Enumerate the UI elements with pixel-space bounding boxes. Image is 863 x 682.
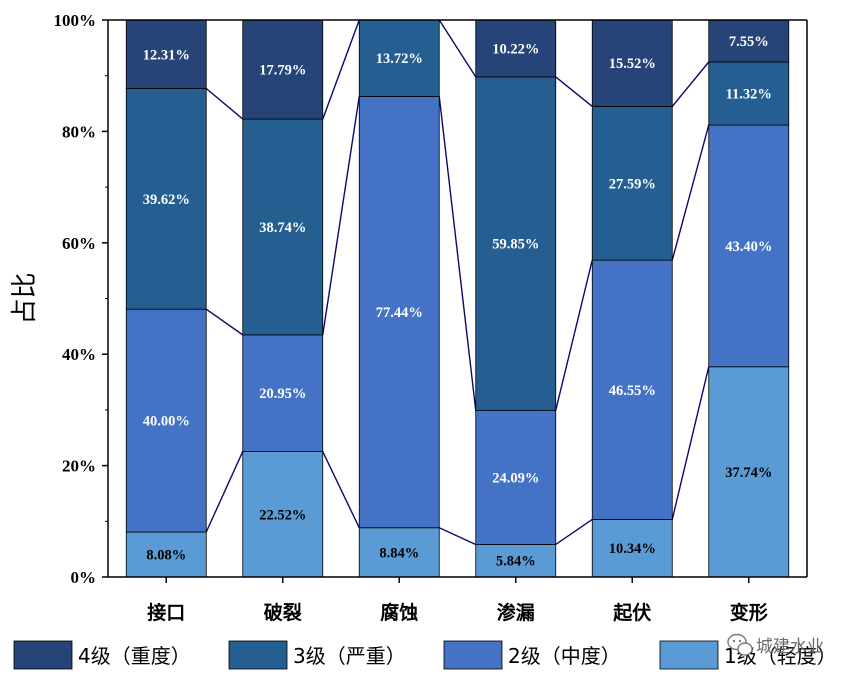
legend-swatch <box>659 640 719 670</box>
bar-segment <box>591 106 673 261</box>
x-tick-label: 破裂 <box>264 602 302 624</box>
bar-segment <box>475 409 557 545</box>
bar-segment <box>358 96 440 529</box>
data-label: 40.00% <box>143 414 190 430</box>
legend-label: 3级（严重） <box>293 644 406 668</box>
bar-segment <box>358 19 440 97</box>
y-tick-label: 100% <box>54 11 97 30</box>
bar-segment <box>358 527 440 578</box>
data-label: 37.74% <box>725 465 772 481</box>
data-label: 46.55% <box>609 383 656 399</box>
data-label: 12.31% <box>143 47 190 63</box>
connector-line <box>671 124 710 261</box>
bar-segment <box>708 124 790 368</box>
connector-line <box>555 259 593 411</box>
connector-line <box>205 308 244 336</box>
legend-item: 4级（重度） <box>13 640 191 670</box>
y-tick-label: 60% <box>62 234 96 253</box>
bar-segment <box>475 19 557 78</box>
y-tick-label: 80% <box>62 122 96 141</box>
bars <box>125 19 790 578</box>
data-label: 7.55% <box>729 34 769 50</box>
bar-segment <box>125 19 207 89</box>
connector-line <box>555 518 593 546</box>
bar-segment <box>242 451 324 578</box>
x-tick-label: 变形 <box>730 601 768 624</box>
data-label: 11.32% <box>726 87 772 103</box>
wechat-icon <box>727 633 753 656</box>
bar-segment <box>708 19 790 63</box>
data-labels: 8.08% 40.00% 39.62% 12.31% 22.52% 20.95% 38.74… <box>143 34 773 570</box>
legend-swatch <box>228 640 288 670</box>
connector-line <box>205 451 244 533</box>
data-label: 10.34% <box>609 541 656 557</box>
connector-line <box>322 19 360 120</box>
data-label: 20.95% <box>259 386 306 402</box>
y-axis-label: 占比 <box>10 272 40 324</box>
connector-line <box>205 87 244 120</box>
y-tick-label: 0% <box>71 568 97 587</box>
bar-segment <box>708 61 790 126</box>
legend-swatch <box>13 640 73 670</box>
connector-line <box>555 76 593 107</box>
data-label: 17.79% <box>259 63 306 79</box>
data-label: 39.62% <box>143 192 190 208</box>
bar-segment <box>591 19 673 107</box>
x-tick-label: 腐蚀 <box>380 601 418 624</box>
watermark: 城建水业 <box>727 633 824 657</box>
legend-item: 2级（中度） <box>443 640 621 670</box>
x-tick-label: 接口 <box>147 602 185 624</box>
legend-item: 3级（严重） <box>228 640 406 670</box>
watermark-text: 城建水业 <box>756 637 824 657</box>
data-label: 38.74% <box>259 220 306 236</box>
connector-line <box>438 96 477 411</box>
legend-label: 4级（重度） <box>78 644 191 668</box>
legend-label: 2级（中度） <box>508 644 621 668</box>
data-label: 13.72% <box>376 51 423 67</box>
legend: 4级（重度） 3级（严重） 2级（中度） 1级（轻度） <box>13 640 837 670</box>
bar-segment <box>242 334 324 452</box>
connector-line <box>322 451 360 529</box>
connector-line <box>438 19 477 78</box>
data-label: 10.22% <box>492 41 539 57</box>
data-label: 77.44% <box>376 305 423 321</box>
connector-lines <box>205 19 710 546</box>
data-label: 5.84% <box>496 554 536 570</box>
data-label: 8.84% <box>379 545 419 561</box>
x-tick-label: 渗漏 <box>497 601 535 624</box>
bar-segment <box>125 531 207 578</box>
bar-segment <box>125 88 207 310</box>
bar-segment <box>591 519 673 578</box>
connector-line <box>322 96 360 335</box>
x-tick-label: 起伏 <box>612 601 651 624</box>
bar-segment <box>708 366 790 578</box>
connector-line <box>671 366 710 520</box>
data-label: 22.52% <box>259 507 306 523</box>
data-label: 27.59% <box>609 176 656 192</box>
data-label: 43.40% <box>725 239 772 255</box>
bar-segment <box>475 76 557 411</box>
data-label: 24.09% <box>492 470 539 486</box>
bar-segment <box>125 308 207 533</box>
axes: 0% 20% 40% 60% 80% 100% 接口 破裂 腐蚀 渗漏 起伏 变形 占比 <box>10 11 808 624</box>
data-label: 15.52% <box>609 56 656 72</box>
connector-line <box>438 527 477 546</box>
connector-line <box>671 61 710 107</box>
bar-segment <box>591 259 673 520</box>
data-label: 59.85% <box>492 237 539 253</box>
y-tick-label: 40% <box>62 345 96 364</box>
data-label: 8.08% <box>146 547 186 563</box>
y-tick-label: 20% <box>62 457 96 476</box>
legend-swatch <box>443 640 503 670</box>
bar-segment <box>242 19 324 120</box>
bar-segment <box>475 544 557 578</box>
